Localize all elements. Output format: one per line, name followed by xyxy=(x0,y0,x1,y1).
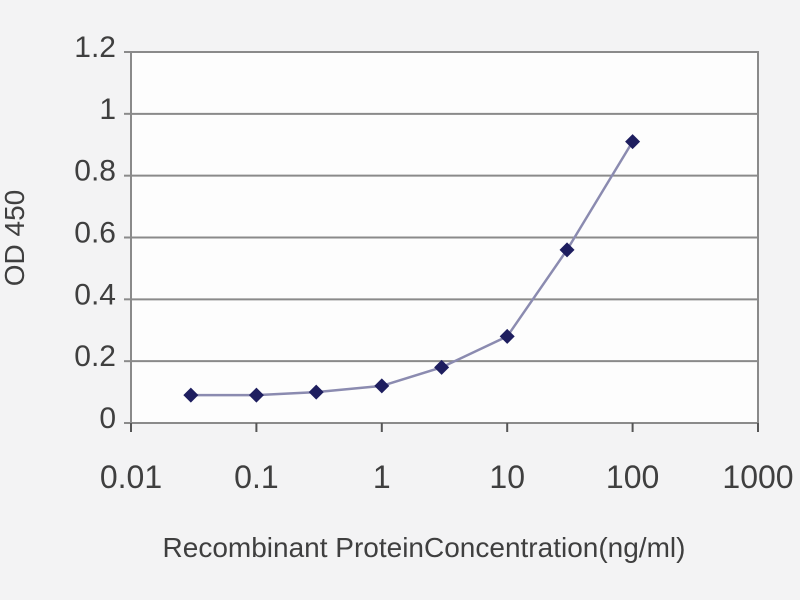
data-point-marker-x3 xyxy=(434,359,450,375)
data-point-marker-x100 xyxy=(625,134,641,150)
y-tick-label-0.8: 0.8 xyxy=(74,155,116,188)
y-tick-label-1: 1 xyxy=(99,93,116,126)
y-tick-label-0: 0 xyxy=(99,402,116,435)
x-tick-label-1: 1 xyxy=(373,459,391,495)
x-tick-label-1000: 1000 xyxy=(722,459,793,495)
data-point-marker-x0.3 xyxy=(308,384,324,400)
x-tick-label-0.1: 0.1 xyxy=(234,459,278,495)
ticks-layer xyxy=(124,51,759,432)
data-series-layer xyxy=(183,134,641,403)
series-line xyxy=(190,141,634,397)
tick-labels-layer: 0 0.2 0.4 0.6 0.8 1 1.2 0.01 0.1 1 10 100 1000 xyxy=(74,31,793,495)
data-point-marker-x1 xyxy=(374,378,390,394)
x-axis-title: Recombinant ProteinConcentration(ng/ml) xyxy=(163,532,686,563)
y-tick-label-0.2: 0.2 xyxy=(74,340,116,373)
y-tick-label-0.6: 0.6 xyxy=(74,217,116,250)
data-point-marker-x10 xyxy=(499,328,515,344)
gridlines-layer xyxy=(131,112,758,363)
x-tick-label-0.01: 0.01 xyxy=(100,459,162,495)
data-point-marker-x30 xyxy=(559,242,575,258)
x-tick-label-10: 10 xyxy=(489,459,525,495)
data-point-marker-x0.03 xyxy=(183,387,199,403)
y-tick-label-0.4: 0.4 xyxy=(74,278,116,311)
x-tick-label-100: 100 xyxy=(606,459,659,495)
y-axis-title: OD 450 xyxy=(0,190,30,287)
y-tick-label-1.2: 1.2 xyxy=(74,31,116,64)
data-point-marker-x0.1 xyxy=(248,387,264,403)
